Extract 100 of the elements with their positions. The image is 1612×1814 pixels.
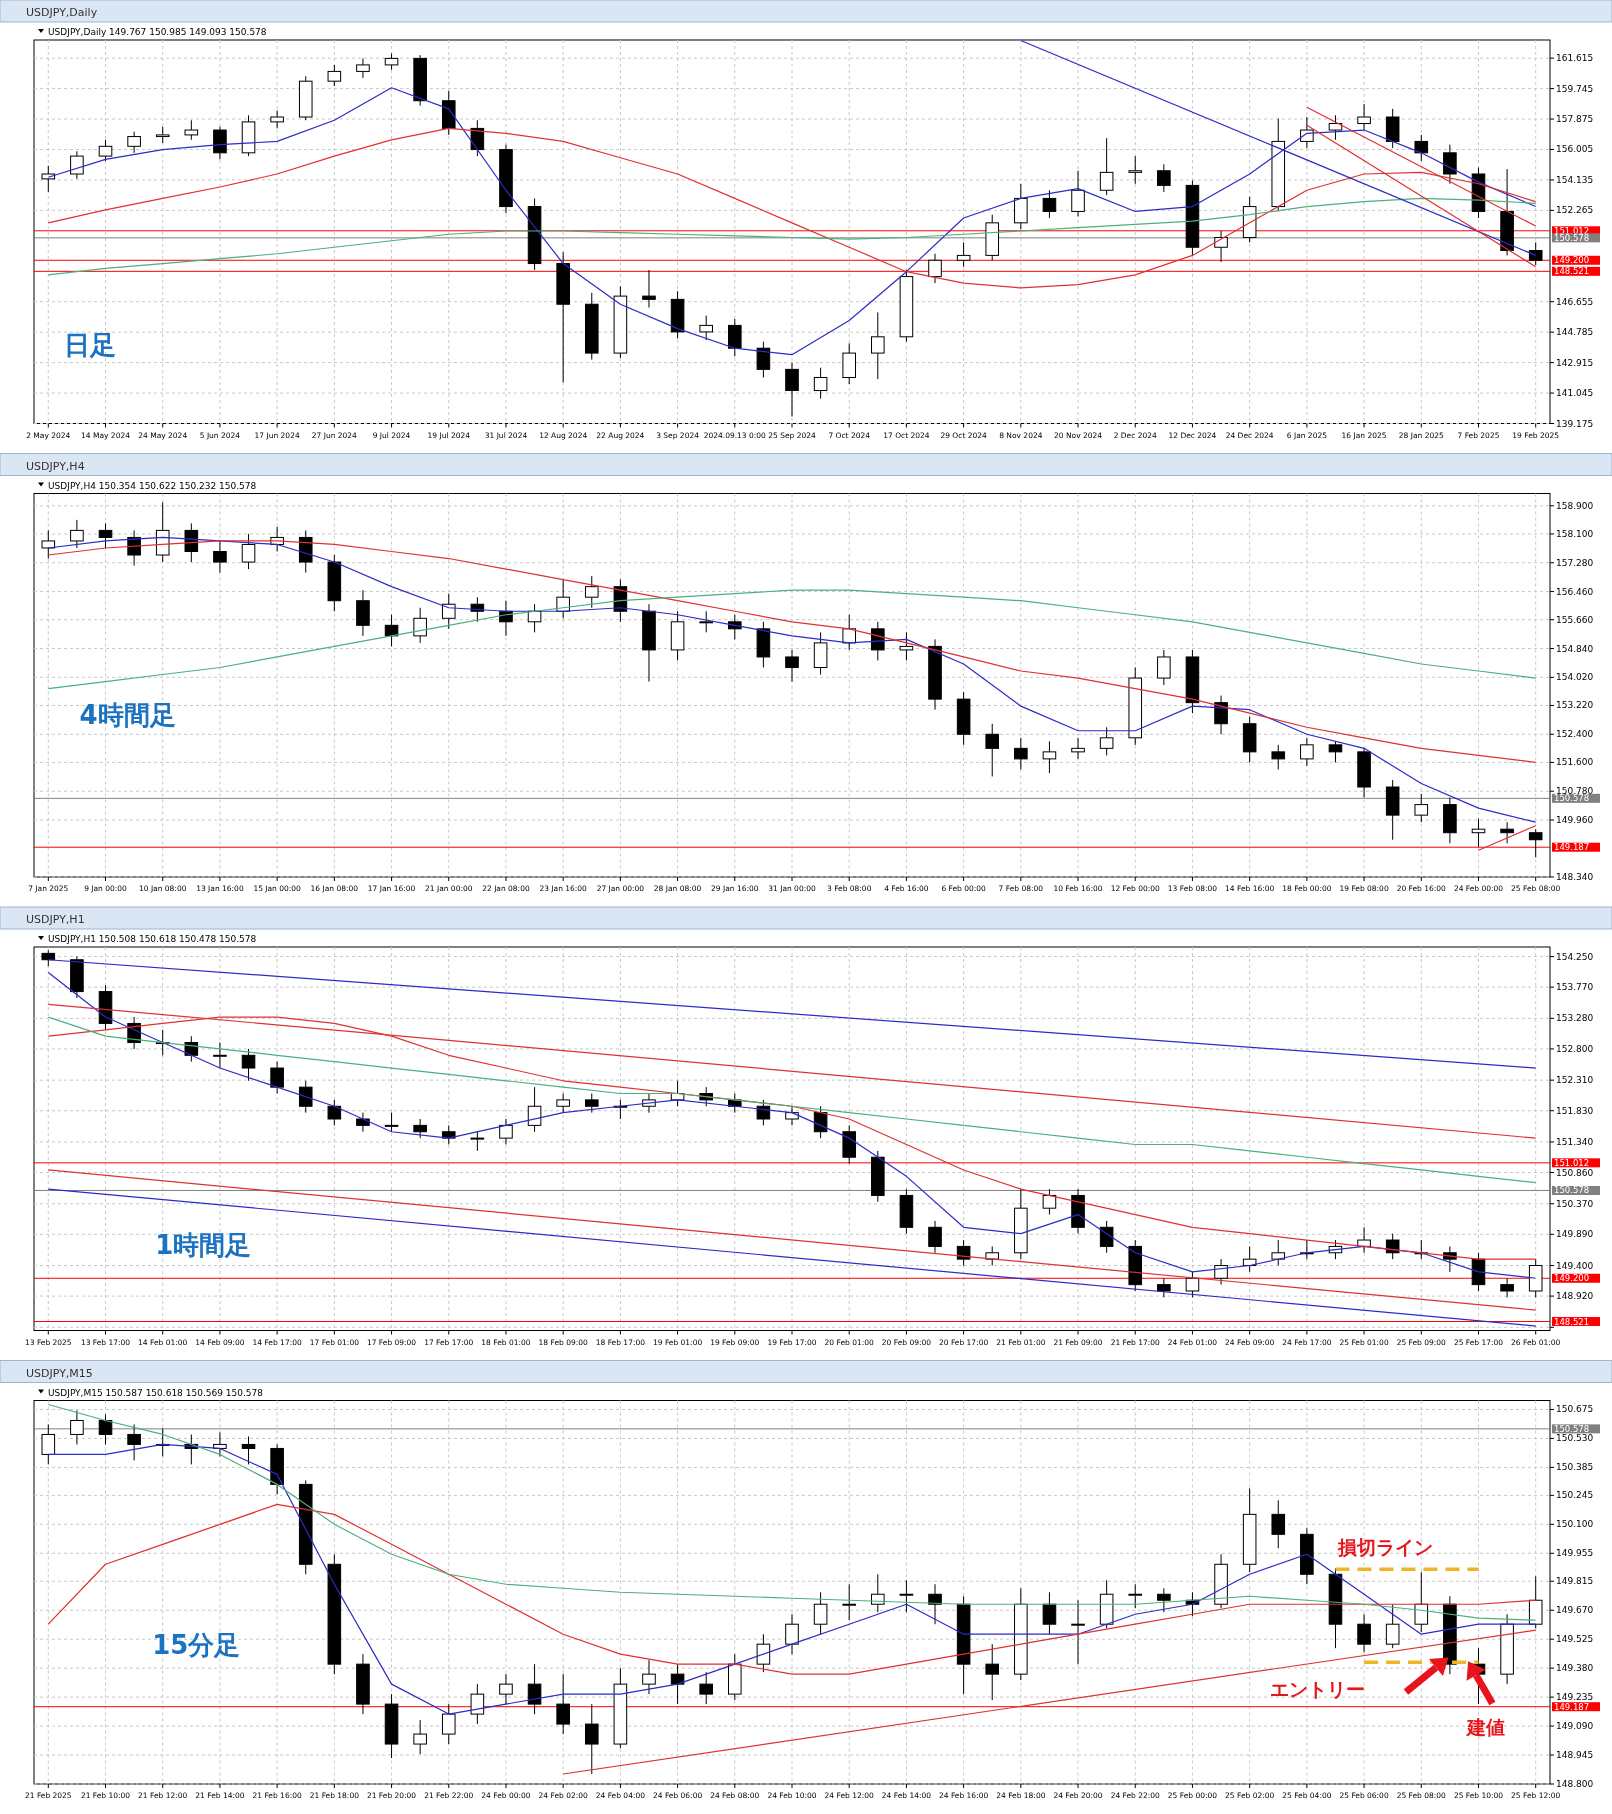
candlestick [413,1118,427,1139]
y-tick-label: 144.785 [1556,327,1594,338]
candlestick [556,1093,570,1114]
candlestick [842,614,856,651]
candlestick [298,1080,313,1114]
y-tick-label: 150.385 [1556,1462,1594,1473]
candlestick [327,64,342,87]
y-tick-label: 157.875 [1556,114,1594,125]
candlestick [1385,1233,1400,1260]
candlestick [813,1591,828,1635]
annotation: 1時間足 [155,1229,252,1260]
candlestick [41,529,56,560]
candlestick [127,1423,141,1461]
y-tick-label: 152.265 [1556,205,1594,216]
y-tick-label: 148.920 [1556,1291,1594,1302]
candlestick [1271,1239,1286,1267]
y-tick-label: 158.900 [1556,500,1594,511]
y-tick-label: 148.340 [1556,872,1594,882]
annotation: 損切ライン [1336,1535,1433,1558]
y-tick-label: 150.245 [1556,1490,1594,1501]
ref-line-label: 149.200 [1554,1273,1590,1284]
candlestick [413,1719,427,1755]
candlestick [1214,1258,1228,1286]
candlestick [985,1245,1000,1267]
candlestick [527,1086,542,1133]
y-tick-label: 150.370 [1556,1198,1594,1209]
chart-subtitle: USDJPY,H1 150.508 150.618 150.478 150.578 [48,934,257,944]
candlestick [1014,737,1028,770]
candlestick [1271,1499,1286,1549]
candlestick [1185,1271,1200,1298]
candlestick [785,362,799,418]
annotation: エントリー [1269,1677,1365,1700]
candlestick [241,533,256,570]
y-tick-label: 152.400 [1556,729,1594,740]
y-tick-label: 154.020 [1556,672,1594,683]
y-tick-label: 149.960 [1556,815,1594,826]
candlestick [41,1423,56,1465]
candlestick [871,311,885,380]
chart-title: USDJPY,M15 [26,1366,93,1380]
annotation: 4時間足 [79,699,176,730]
y-tick-label: 154.250 [1556,951,1594,962]
y-tick-label: 151.600 [1556,757,1594,768]
candlestick [1157,1277,1171,1298]
candlestick [70,519,84,549]
y-tick-label: 151.830 [1556,1105,1594,1116]
y-tick-label: 149.955 [1556,1548,1594,1559]
candlestick [98,139,113,162]
candlestick [1042,1188,1057,1216]
candlestick [1042,1591,1057,1635]
candlestick [1157,163,1171,193]
candlestick [556,1673,570,1735]
chart-subtitle: USDJPY,H4 150.354 150.622 150.232 150.578 [48,480,257,491]
ref-line-label: 149.187 [1554,842,1590,853]
candlestick [670,1663,685,1705]
y-tick-label: 149.670 [1556,1605,1594,1616]
y-tick-label: 148.800 [1556,1779,1594,1789]
chart-subtitle: USDJPY,Daily 149.767 150.985 149.093 150.578 [48,27,267,37]
candlestick [1157,649,1171,686]
y-tick-label: 150.100 [1556,1519,1594,1530]
candlestick [127,131,141,154]
candlestick [985,723,1000,777]
candlestick [899,1579,914,1613]
candlestick [842,1583,856,1621]
candlestick [1357,1226,1371,1254]
candlestick [70,150,84,180]
y-tick-label: 146.655 [1556,296,1594,307]
ref-line-label: 148.521 [1554,266,1590,277]
candlestick [413,607,427,644]
y-tick-label: 161.615 [1556,53,1594,64]
candlestick [470,1131,485,1152]
y-tick-label: 159.745 [1556,83,1594,94]
candlestick [1071,737,1085,760]
ref-line-label: 150.578 [1554,1423,1590,1434]
y-tick-label: 156.460 [1556,586,1594,597]
candlestick [1099,137,1114,196]
candlestick [699,315,713,341]
candlestick [213,1042,227,1069]
candlestick [213,126,227,160]
candlestick [1128,155,1143,185]
candlestick [1099,1220,1114,1254]
annotation: 15分足 [152,1629,241,1660]
candlestick [813,367,828,400]
chart-title: USDJPY,Daily [26,6,98,19]
y-tick-label: 149.890 [1556,1229,1594,1240]
line-series [47,197,1537,276]
candlestick [98,1413,113,1445]
candlestick [270,1061,284,1095]
candlestick [356,57,370,79]
y-tick-label: 152.310 [1556,1075,1594,1086]
annotation: 日足 [64,330,117,361]
y-tick-label: 153.220 [1556,700,1594,711]
candlestick [441,593,456,630]
candlestick [928,253,942,284]
candlestick [1357,103,1371,131]
y-tick-label: 150.530 [1556,1433,1594,1444]
candlestick [1414,134,1429,162]
y-tick-label: 150.860 [1556,1167,1594,1178]
y-tick-label: 150.675 [1556,1404,1594,1415]
candlestick [1042,189,1057,219]
y-tick-label: 158.100 [1556,528,1594,539]
